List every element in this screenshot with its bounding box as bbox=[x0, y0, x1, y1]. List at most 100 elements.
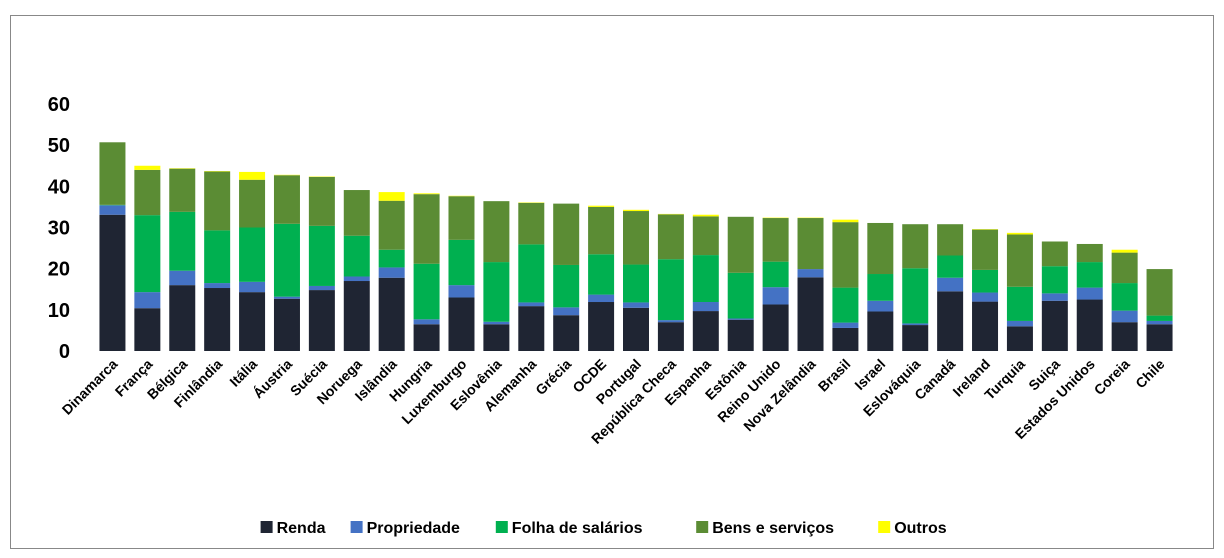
bar-segment bbox=[483, 321, 510, 325]
bar-segment bbox=[308, 290, 335, 351]
bar-segment bbox=[623, 209, 649, 212]
bar-segment bbox=[1006, 320, 1033, 327]
bar-segment bbox=[588, 205, 615, 207]
bar-segment bbox=[623, 307, 649, 351]
bar-segment bbox=[657, 259, 684, 321]
bar-segment bbox=[308, 176, 335, 226]
bar-segment bbox=[483, 262, 510, 322]
bar-segment bbox=[553, 264, 580, 308]
bar-segment bbox=[169, 270, 196, 286]
bar-segment bbox=[727, 319, 754, 351]
bar-segment bbox=[553, 315, 580, 351]
bar-segment bbox=[762, 218, 789, 262]
bar-segment bbox=[937, 277, 964, 292]
bar-segment bbox=[588, 302, 615, 351]
legend-swatch bbox=[878, 521, 891, 533]
bar-segment bbox=[797, 218, 824, 270]
bar-segment bbox=[1041, 293, 1068, 301]
bar-segment bbox=[937, 291, 964, 351]
bar-segment bbox=[378, 200, 405, 250]
bar-segment bbox=[867, 311, 894, 351]
y-tick-label: 30 bbox=[48, 218, 70, 240]
bar-segment bbox=[204, 288, 231, 351]
bar-segment bbox=[1006, 232, 1033, 235]
bar-segment bbox=[448, 239, 475, 286]
bar-segment bbox=[134, 215, 161, 293]
legend-swatch bbox=[696, 521, 709, 533]
bar-segment bbox=[902, 325, 929, 351]
bar-segment bbox=[518, 202, 545, 245]
bar-segment bbox=[343, 235, 370, 277]
bar-segment bbox=[762, 287, 789, 305]
bar-segment bbox=[239, 171, 266, 180]
legend-label: Propriedade bbox=[367, 520, 460, 537]
bar-segment bbox=[343, 190, 370, 236]
bar-segment bbox=[1076, 243, 1103, 263]
bar-segment bbox=[588, 254, 615, 295]
bar-segment bbox=[797, 277, 824, 351]
bar-segment bbox=[867, 300, 894, 312]
bar-segment bbox=[1146, 315, 1173, 321]
bar-segment bbox=[378, 277, 405, 351]
bar-segment bbox=[273, 175, 300, 224]
bar-segment bbox=[1111, 252, 1138, 284]
bar-segment bbox=[623, 264, 649, 303]
y-tick-label: 10 bbox=[48, 300, 70, 322]
bar-segment bbox=[134, 292, 161, 309]
bar-segment bbox=[902, 323, 929, 326]
legend-label: Folha de salários bbox=[512, 520, 643, 537]
bar-segment bbox=[1076, 262, 1103, 288]
bar-segment bbox=[1076, 287, 1103, 300]
bar-segment bbox=[343, 276, 370, 282]
bar-segment bbox=[308, 285, 335, 291]
y-tick-label: 60 bbox=[48, 94, 70, 116]
bar-segment bbox=[518, 302, 545, 307]
bar-segment bbox=[762, 304, 789, 351]
bar-segment bbox=[239, 292, 266, 351]
bar-segment bbox=[937, 255, 964, 278]
bar-segment bbox=[867, 222, 894, 275]
bar-segment bbox=[832, 287, 859, 323]
bar-segment bbox=[518, 244, 545, 303]
bar-segment bbox=[343, 281, 370, 351]
bar-segment bbox=[727, 216, 754, 273]
y-tick-label: 40 bbox=[48, 176, 70, 198]
bar-segment bbox=[553, 203, 580, 265]
bar-segment bbox=[902, 268, 929, 324]
bar-segment bbox=[832, 322, 859, 328]
bar-segment bbox=[518, 306, 545, 351]
bar-segment bbox=[657, 214, 684, 260]
bar-segment bbox=[1146, 269, 1173, 316]
y-tick-label: 50 bbox=[48, 135, 70, 157]
bar-segment bbox=[832, 222, 859, 288]
bar-segment bbox=[692, 302, 719, 312]
bar-segment bbox=[972, 269, 999, 293]
bar-segment bbox=[902, 224, 929, 269]
bar-segment bbox=[727, 318, 754, 320]
bar-segment bbox=[483, 201, 510, 263]
bar-segment bbox=[692, 255, 719, 303]
bar-segment bbox=[692, 216, 719, 256]
legend-label: Bens e serviços bbox=[712, 520, 834, 537]
bar-segment bbox=[762, 261, 789, 288]
legend-swatch bbox=[350, 521, 363, 533]
bar-segment bbox=[239, 179, 266, 228]
bar-segment bbox=[169, 285, 196, 351]
bar-segment bbox=[692, 311, 719, 351]
bar-segment bbox=[99, 214, 126, 351]
bar-segment bbox=[657, 322, 684, 351]
bar-segment bbox=[273, 223, 300, 297]
bar-segment bbox=[204, 171, 231, 231]
bar-segment bbox=[588, 206, 615, 255]
bar-segment bbox=[1111, 283, 1138, 311]
bar-segment bbox=[1146, 320, 1173, 325]
bar-segment bbox=[378, 267, 405, 278]
bar-segment bbox=[448, 285, 475, 298]
bar-segment bbox=[134, 165, 161, 170]
bar-segment bbox=[204, 283, 231, 289]
bar-segment bbox=[832, 327, 859, 351]
bar-segment bbox=[134, 308, 161, 351]
bar-segment bbox=[832, 219, 859, 223]
bar-segment bbox=[448, 196, 475, 240]
bar-segment bbox=[692, 214, 719, 217]
